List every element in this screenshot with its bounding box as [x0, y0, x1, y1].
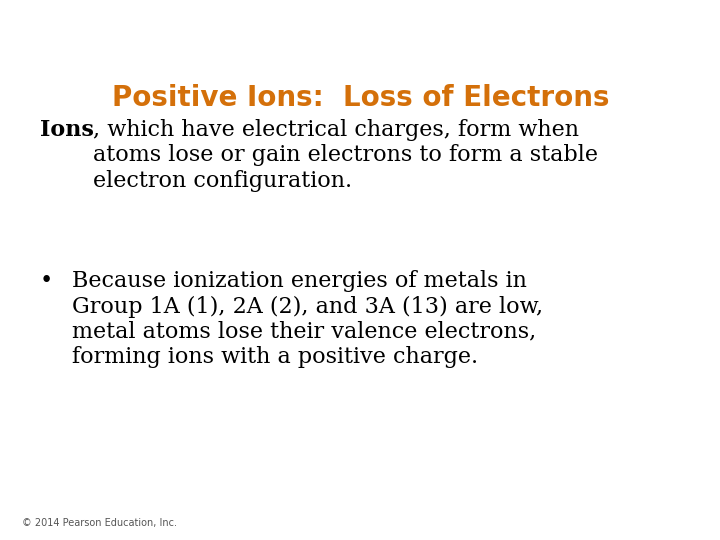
Text: Because ionization energies of metals in
Group 1A (1), 2A (2), and 3A (13) are l: Because ionization energies of metals in… [72, 270, 543, 368]
Text: , which have electrical charges, form when
atoms lose or gain electrons to form : , which have electrical charges, form wh… [94, 119, 598, 192]
Text: Ions: Ions [40, 119, 94, 141]
Text: © 2014 Pearson Education, Inc.: © 2014 Pearson Education, Inc. [22, 518, 176, 528]
Text: Positive Ions:  Loss of Electrons: Positive Ions: Loss of Electrons [112, 84, 610, 112]
Text: •: • [40, 270, 53, 292]
